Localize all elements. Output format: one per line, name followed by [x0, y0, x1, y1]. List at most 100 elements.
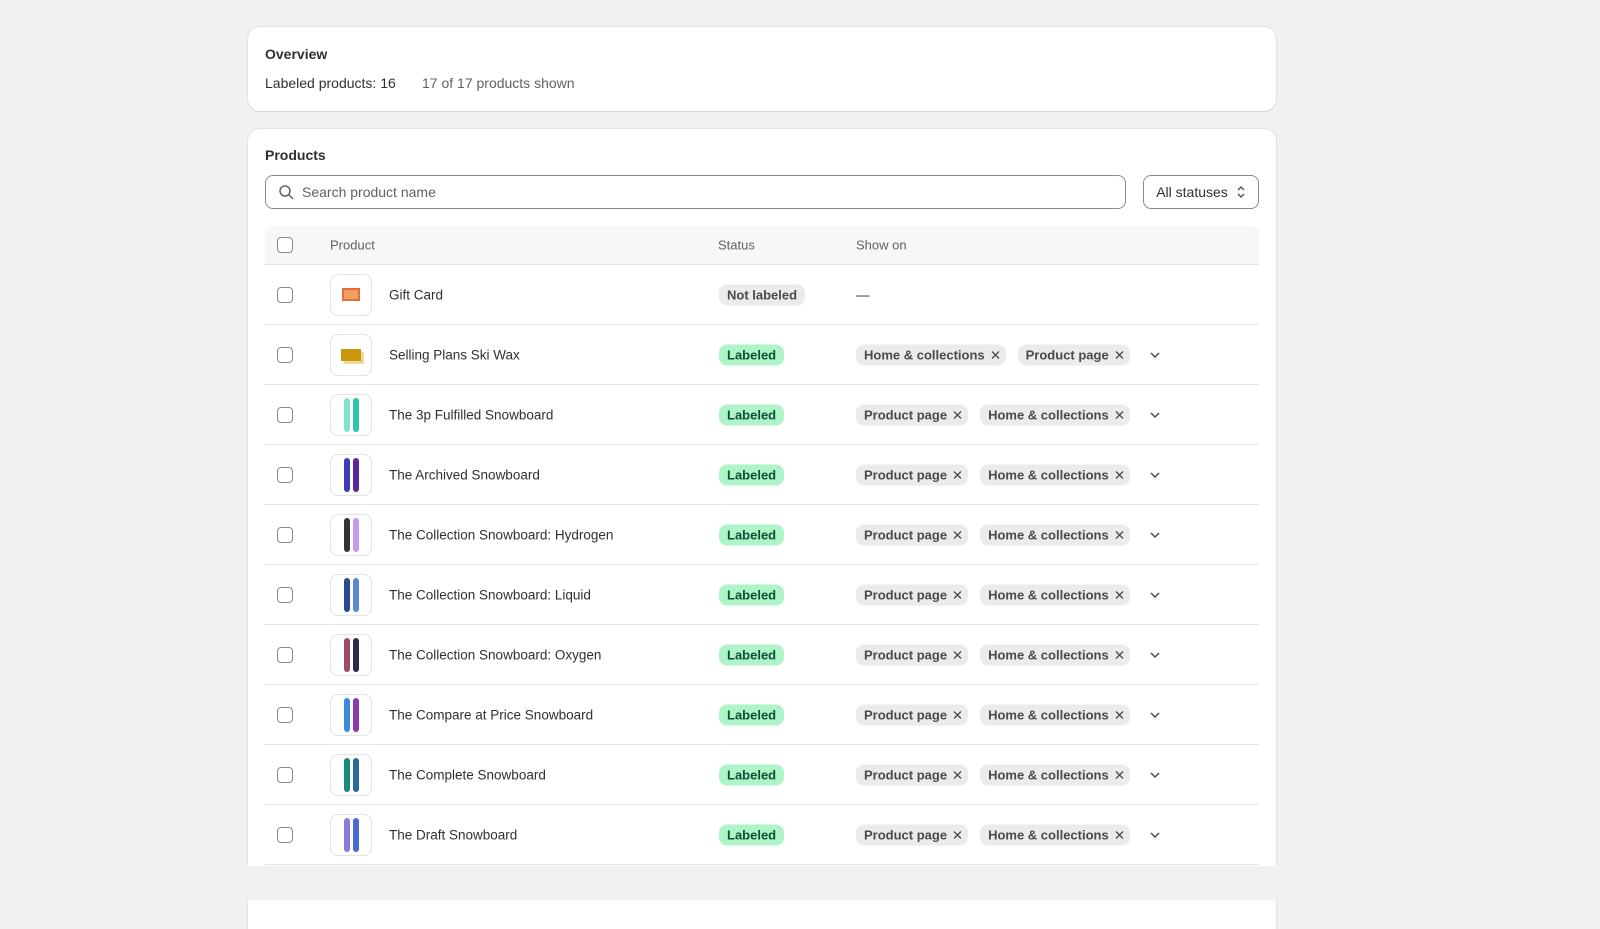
placement-chip: Product page	[856, 584, 969, 605]
remove-chip[interactable]	[1115, 590, 1124, 599]
product-thumbnail	[330, 393, 372, 436]
chip-label: Product page	[864, 707, 948, 722]
status-badge: Labeled	[719, 824, 785, 845]
thumb-art	[343, 757, 350, 792]
product-thumbnail	[330, 633, 372, 676]
remove-chip[interactable]	[1115, 350, 1124, 359]
remove-chip[interactable]	[953, 770, 962, 779]
remove-chip[interactable]	[953, 590, 962, 599]
column-header: Show on	[856, 237, 907, 253]
status-badge: Labeled	[719, 644, 785, 665]
placement-chip: Home & collections	[980, 524, 1130, 545]
row-checkbox[interactable]	[277, 646, 293, 663]
remove-chip[interactable]	[1115, 650, 1124, 659]
chip-label: Home & collections	[988, 587, 1109, 602]
product-name: The Complete Snowboard	[389, 767, 546, 782]
expand-chevron[interactable]	[1149, 471, 1161, 479]
row-checkbox[interactable]	[277, 706, 293, 723]
chip-label: Home & collections	[988, 647, 1109, 662]
remove-chip[interactable]	[953, 410, 962, 419]
placement-chip: Home & collections	[980, 764, 1130, 785]
expand-chevron[interactable]	[1149, 351, 1161, 359]
remove-chip[interactable]	[991, 350, 1000, 359]
product-row: The Complete Snowboard Labeled Product pag…	[265, 745, 1259, 805]
product-name: The Compare at Price Snowboard	[389, 707, 594, 722]
labeled-count: Labeled products: 16	[265, 75, 396, 91]
products-card: Products Search product name All statuse…	[248, 129, 1276, 929]
product-thumbnail	[330, 813, 372, 856]
expand-chevron[interactable]	[1149, 771, 1161, 779]
product-row: The 3p Fulfilled Snowboard Labeled Product…	[265, 385, 1259, 445]
status-filter[interactable]: All statuses	[1143, 175, 1259, 209]
status-badge: Not labeled	[719, 284, 806, 305]
remove-chip[interactable]	[953, 470, 962, 479]
expand-chevron[interactable]	[1149, 831, 1161, 839]
show-on-chips: Home & collections Product page	[856, 344, 1142, 365]
row-checkbox[interactable]	[277, 346, 293, 363]
row-checkbox[interactable]	[277, 526, 293, 543]
search-field[interactable]: Search product name	[265, 175, 1126, 209]
search-placeholder: Search product name	[302, 184, 436, 200]
product-name: Selling Plans Ski Wax	[389, 347, 520, 362]
row-checkbox[interactable]	[277, 586, 293, 603]
chip-label: Product page	[1025, 347, 1109, 362]
thumb-art	[352, 457, 359, 492]
remove-chip[interactable]	[1115, 530, 1124, 539]
column-header: Status	[718, 237, 755, 253]
row-checkbox[interactable]	[277, 406, 293, 423]
overview-title: Overview	[265, 46, 328, 62]
product-thumbnail	[330, 573, 372, 616]
thumb-art	[342, 288, 360, 301]
chip-label: Home & collections	[988, 827, 1109, 842]
remove-chip[interactable]	[953, 710, 962, 719]
placement-chip: Home & collections	[980, 704, 1130, 725]
placement-chip: Home & collections	[980, 464, 1130, 485]
placement-chip: Home & collections	[980, 824, 1130, 845]
remove-chip[interactable]	[1115, 470, 1124, 479]
remove-chip[interactable]	[953, 650, 962, 659]
placement-chip: Product page	[1017, 344, 1130, 365]
chip-label: Home & collections	[988, 467, 1109, 482]
row-checkbox[interactable]	[277, 766, 293, 783]
product-thumbnail	[330, 753, 372, 796]
thumb-art	[343, 517, 350, 552]
select-all-checkbox[interactable]	[277, 237, 293, 253]
product-row: Gift Card Not labeled —	[265, 265, 1259, 325]
product-row: The Collection Snowboard: Oxygen Labeled P…	[265, 625, 1259, 685]
remove-chip[interactable]	[953, 530, 962, 539]
expand-chevron[interactable]	[1149, 591, 1161, 599]
products-table: Product Status Show on Gift Card Not labe…	[265, 226, 1259, 865]
product-thumbnail	[330, 693, 372, 736]
thumb-art	[352, 757, 359, 792]
filter-label: All statuses	[1156, 184, 1228, 200]
remove-chip[interactable]	[1115, 410, 1124, 419]
thumb-art	[343, 457, 350, 492]
show-on-chips: Product page Home & collections	[856, 524, 1142, 545]
remove-chip[interactable]	[1115, 770, 1124, 779]
show-on-chips: Product page Home & collections	[856, 404, 1142, 425]
thumb-art	[343, 577, 350, 612]
chip-label: Product page	[864, 467, 948, 482]
row-checkbox[interactable]	[277, 826, 293, 843]
product-thumbnail	[330, 273, 372, 316]
row-checkbox[interactable]	[277, 466, 293, 483]
product-row: The Draft Snowboard Labeled Product page Ho…	[265, 805, 1259, 865]
show-on-empty: —	[856, 287, 870, 302]
product-name: The 3p Fulfilled Snowboard	[389, 407, 554, 422]
expand-chevron[interactable]	[1149, 651, 1161, 659]
product-name: The Collection Snowboard: Oxygen	[389, 647, 602, 662]
row-checkbox[interactable]	[277, 286, 293, 303]
status-badge: Labeled	[719, 404, 785, 425]
thumb-art	[343, 637, 350, 672]
remove-chip[interactable]	[1115, 830, 1124, 839]
remove-chip[interactable]	[953, 830, 962, 839]
status-badge: Labeled	[719, 764, 785, 785]
placement-chip: Product page	[856, 404, 969, 425]
thumb-art	[343, 817, 350, 852]
expand-chevron[interactable]	[1149, 411, 1161, 419]
expand-chevron[interactable]	[1149, 711, 1161, 719]
thumb-art	[352, 817, 359, 852]
expand-chevron[interactable]	[1149, 531, 1161, 539]
remove-chip[interactable]	[1115, 710, 1124, 719]
chip-label: Home & collections	[988, 707, 1109, 722]
